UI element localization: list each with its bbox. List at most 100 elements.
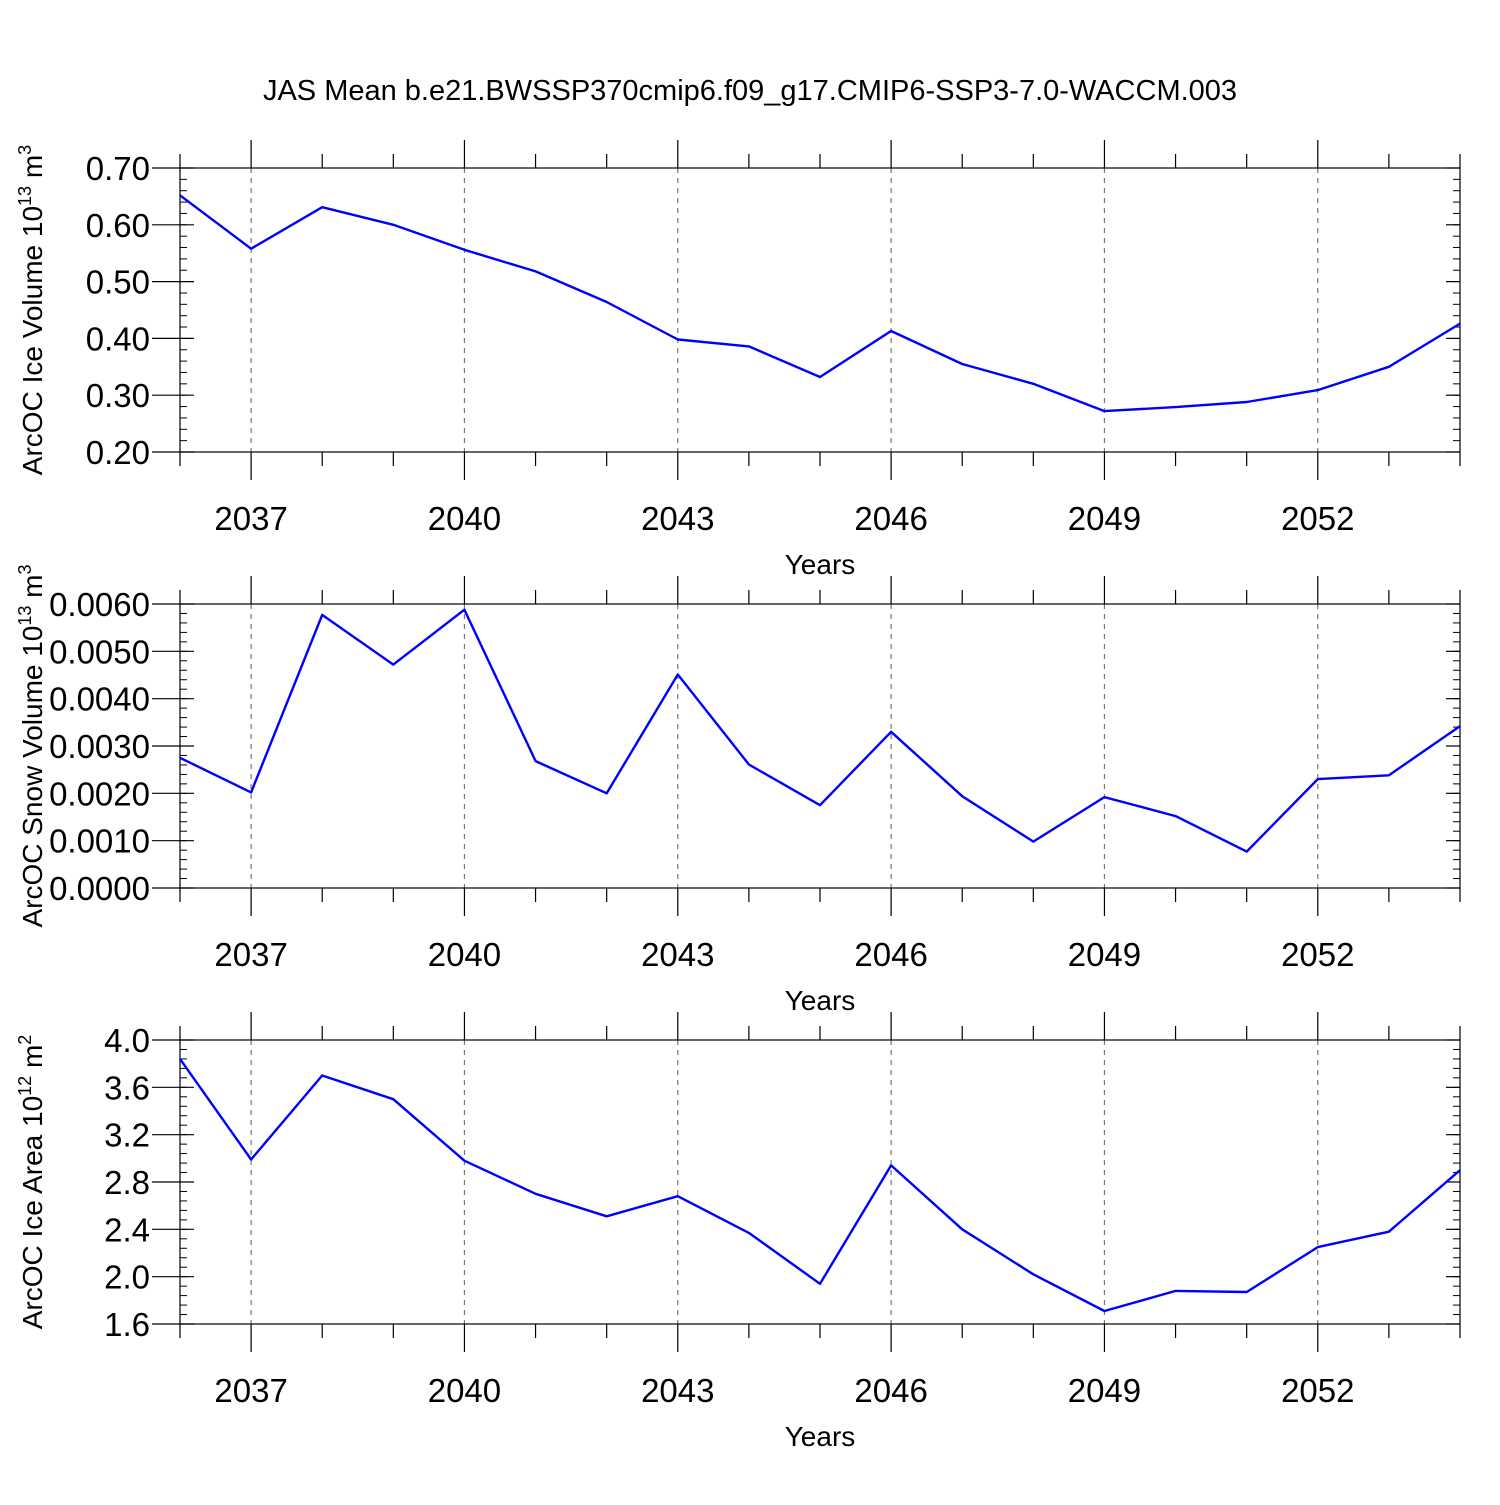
data-point [1245, 401, 1248, 403]
data-point [392, 224, 395, 226]
x-tick-label: 2046 [854, 500, 927, 537]
x-tick-label: 2046 [854, 1372, 927, 1409]
data-point [605, 1215, 608, 1218]
y-axis-label: ArcOC Snow Volume 1013 m3 [15, 564, 48, 927]
plot-frame [179, 1039, 1461, 1325]
chart-panel-3: 1.6 2.0 2.4 2.8 3.2 3.6 4.0 2037 2040 2043 2046 204… [15, 1012, 1461, 1452]
x-tick-label: 2052 [1281, 936, 1354, 973]
x-tick-label: 2043 [641, 936, 714, 973]
data-point [890, 1164, 892, 1167]
data-point [819, 376, 821, 378]
data-point [463, 608, 466, 611]
data-point [748, 1232, 750, 1234]
y-axis-label-part: ArcOC Ice Area 10 [17, 1096, 48, 1329]
y-tick-label: 0.70 [86, 150, 150, 187]
figure-title: JAS Mean b.e21.BWSSP370cmip6.f09_g17.CMI… [263, 75, 1237, 107]
data-point [392, 663, 395, 666]
x-tick-label: 2049 [1068, 936, 1141, 973]
x-tick-label: 2037 [214, 1372, 287, 1409]
y-axis-label-superscript: 2 [15, 1035, 35, 1045]
x-tick-label: 2052 [1281, 1372, 1354, 1409]
data-point [819, 1282, 821, 1285]
plot-frame [179, 603, 1461, 889]
data-point [1032, 383, 1035, 385]
y-tick-label: 0.0030 [49, 728, 150, 765]
data-point [961, 363, 964, 365]
y-axis-label: ArcOC Ice Area 1012 m2 [15, 1035, 48, 1330]
x-tick-label: 2049 [1068, 500, 1141, 537]
y-axis-label-superscript: 12 [15, 1076, 35, 1096]
x-tick-label: 2043 [641, 500, 714, 537]
y-tick-label: 0.50 [86, 264, 150, 301]
data-point [321, 1074, 324, 1077]
y-tick-label: 2.4 [104, 1211, 150, 1248]
data-point [605, 792, 608, 795]
data-point [748, 763, 750, 766]
x-tick-label: 2043 [641, 1372, 714, 1409]
data-point [1103, 410, 1106, 412]
data-point [250, 247, 252, 250]
y-axis-label-part: ArcOC Ice Volume 10 [17, 206, 48, 475]
data-point [250, 1158, 252, 1161]
y-tick-label: 0.0000 [49, 870, 150, 907]
data-point [321, 614, 324, 616]
y-tick-label: 0.0050 [49, 633, 150, 670]
chart-panel-1: 0.20 0.30 0.40 0.50 0.60 0.70 2037 2040 2043 2046… [15, 140, 1461, 580]
y-axis-label-superscript: 3 [15, 145, 35, 155]
data-point [392, 1098, 395, 1100]
data-point [321, 206, 324, 208]
data-point [819, 804, 821, 806]
data-point [1174, 815, 1177, 817]
data-point [1388, 774, 1390, 777]
data-point [1316, 1246, 1319, 1248]
y-axis-label-superscript: 3 [15, 564, 35, 574]
data-point [1316, 778, 1319, 780]
data-point [1459, 1169, 1461, 1171]
y-axis-label-part: m [17, 155, 48, 186]
data-point [748, 345, 750, 348]
data-point [1245, 850, 1248, 853]
data-point [961, 1228, 964, 1231]
data-point [1032, 840, 1035, 843]
data-point [463, 248, 466, 251]
x-tick-label: 2040 [428, 936, 501, 973]
y-tick-label: 3.6 [104, 1069, 150, 1106]
data-point [179, 757, 181, 759]
y-tick-label: 1.6 [104, 1306, 150, 1343]
data-point [179, 1058, 181, 1060]
x-axis-label: Years [785, 1421, 856, 1452]
y-tick-label: 4.0 [104, 1022, 150, 1059]
data-point [605, 301, 608, 303]
x-tick-label: 2037 [214, 936, 287, 973]
y-tick-label: 0.60 [86, 207, 150, 244]
data-point [1032, 1273, 1035, 1276]
series-line [179, 608, 1461, 853]
series-line [179, 1058, 1461, 1313]
data-point [1459, 322, 1461, 325]
series-line [179, 194, 1461, 413]
y-axis-label-part: m [17, 1045, 48, 1076]
data-point [1245, 1291, 1248, 1293]
data-point [1388, 366, 1390, 368]
data-point [1103, 796, 1106, 798]
data-point [534, 760, 537, 762]
data-point [890, 330, 892, 332]
y-tick-label: 0.0010 [49, 823, 150, 860]
y-axis-label-part: m [17, 574, 48, 605]
x-tick-label: 2040 [428, 500, 501, 537]
y-tick-label: 0.0060 [49, 586, 150, 623]
y-axis-label: ArcOC Ice Volume 1013 m3 [15, 145, 48, 475]
data-point [179, 194, 181, 197]
x-tick-label: 2046 [854, 936, 927, 973]
y-tick-label: 0.20 [86, 434, 150, 471]
data-point [250, 791, 252, 794]
y-tick-label: 0.30 [86, 377, 150, 414]
y-tick-label: 0.40 [86, 320, 150, 357]
y-tick-label: 2.8 [104, 1164, 150, 1201]
data-point [890, 731, 892, 733]
y-tick-label: 0.0020 [49, 775, 150, 812]
data-point [1103, 1310, 1106, 1312]
data-point [676, 673, 679, 676]
y-axis-label-superscript: 13 [15, 606, 35, 626]
